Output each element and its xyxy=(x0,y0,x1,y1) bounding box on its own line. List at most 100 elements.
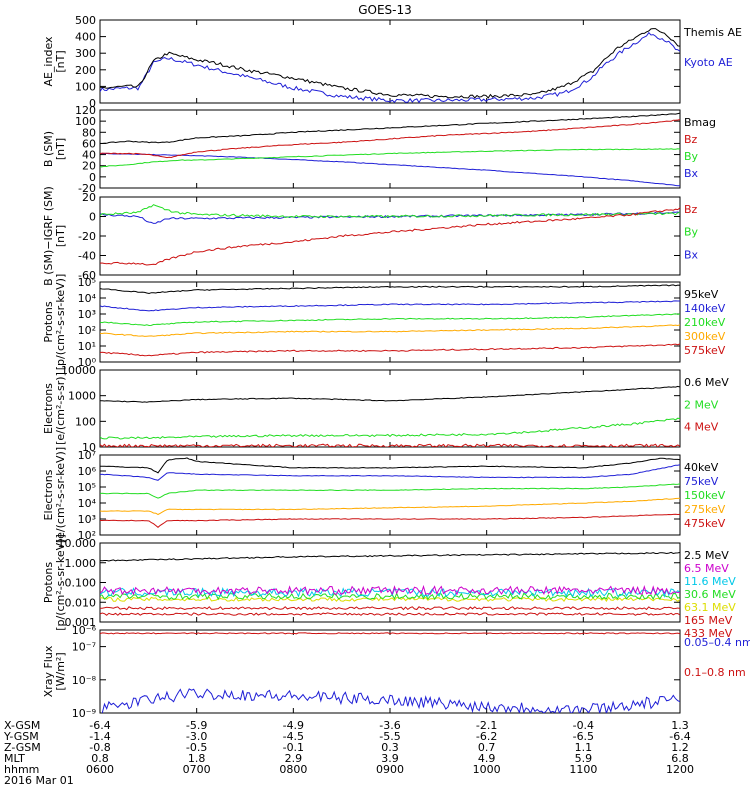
footer-value: 2.9 xyxy=(285,752,303,765)
panel-frame xyxy=(99,19,681,104)
footer-value: 1100 xyxy=(569,763,597,776)
series-line-6.5-MeV xyxy=(100,584,680,596)
y-tick-label: -20 xyxy=(78,230,96,243)
footer-value: 0.8 xyxy=(91,752,109,765)
y-axis-title: B (SM) xyxy=(42,131,55,167)
panel-xray: 10⁻⁹ 10⁻⁸ 10⁻⁷ 10⁻⁶ Xray Flux [W/m²] 0.05–0.4 … xyxy=(42,624,750,720)
y-axis-title: [nT] xyxy=(54,225,67,247)
legend-label: 30.6 MeV xyxy=(684,588,736,601)
y-tick-label: 100 xyxy=(75,80,96,93)
panel-ae: 0 100 200 300 400 500 AE_index [nT] Themis AE Kyo… xyxy=(42,14,742,110)
series-line-Themis-AE xyxy=(100,28,680,99)
footer-value: 1.8 xyxy=(188,752,206,765)
plot-title: GOES-13 xyxy=(358,3,412,17)
legend-label: 40keV xyxy=(684,461,719,474)
y-tick-label: 10⁷ xyxy=(78,449,96,462)
panel-bdiff: -60 -40 -20 0 20 B (SM)−IGRF (SM) [nT] Bz By Bx xyxy=(42,186,699,286)
footer-date: 2016 Mar 01 xyxy=(4,774,74,787)
series-line-30.6-MeV xyxy=(100,592,680,601)
panel-protons: 10⁰ 10¹ 10² 10³ 10⁴ 10⁵ Protons [p/(cm²-s-sr-ke… xyxy=(42,274,726,371)
series-line-63.1-MeV xyxy=(100,596,680,603)
footer-value: 6.8 xyxy=(671,752,689,765)
footer-value: -1.4 xyxy=(89,730,110,743)
y-tick-label: 1.000 xyxy=(65,557,97,570)
y-tick-label: 10⁻⁶ xyxy=(72,624,97,637)
y-tick-label: 10 xyxy=(82,441,96,454)
legend-label: By xyxy=(684,226,699,239)
legend-label: Bx xyxy=(684,248,699,261)
footer-value: 0800 xyxy=(279,763,307,776)
series-line-Bx xyxy=(100,152,680,187)
panel-frame xyxy=(99,369,681,448)
legend-label: Themis AE xyxy=(683,26,742,39)
y-axis-title: [nT] xyxy=(54,138,67,160)
y-tick-label: 0 xyxy=(89,211,96,224)
y-tick-label: 400 xyxy=(75,31,96,44)
y-tick-label: 100 xyxy=(75,115,96,128)
series-line-275keV xyxy=(100,497,680,516)
y-tick-label: 200 xyxy=(75,64,96,77)
y-tick-label: 10⁴ xyxy=(78,292,97,305)
footer-value: 1000 xyxy=(473,763,501,776)
series-line-By xyxy=(100,204,680,219)
y-axis-title: Protons xyxy=(42,301,55,342)
legend-label: 575keV xyxy=(684,344,726,357)
series-line-Bz xyxy=(100,119,680,159)
series-line-475keV xyxy=(100,513,680,528)
footer-row-label: Z-GSM xyxy=(4,741,41,754)
series-line-150keV xyxy=(100,483,680,499)
y-tick-label: 20 xyxy=(82,191,96,204)
y-tick-label: 0.100 xyxy=(65,577,97,590)
footer-value: 0.7 xyxy=(478,741,496,754)
series-line-575keV xyxy=(100,343,680,357)
series-line-Bz xyxy=(100,207,680,266)
y-tick-label: 300 xyxy=(75,47,96,60)
y-axis-title: Electrons xyxy=(42,383,55,434)
legend-label: 210keV xyxy=(684,316,726,329)
y-tick-label: 10¹ xyxy=(78,340,96,353)
panel-frame xyxy=(99,629,681,714)
y-tick-label: 10.000 xyxy=(58,537,97,550)
legend-label: Bz xyxy=(684,133,698,146)
footer-row-label: hhmm xyxy=(4,763,39,776)
series-line-4-MeV xyxy=(100,443,680,447)
y-axis-title: B (SM)−IGRF (SM) xyxy=(42,186,55,286)
legend-label: Bx xyxy=(684,167,699,180)
y-tick-label: 120 xyxy=(75,104,96,117)
legend-label: By xyxy=(684,150,699,163)
series-line-165-MeV xyxy=(100,606,680,611)
legend-label: 433 MeV xyxy=(684,627,733,640)
panel-frame xyxy=(99,196,681,276)
y-tick-label: 10⁵ xyxy=(78,481,96,494)
y-tick-label: 0 xyxy=(89,171,96,184)
series-line-0.05–0.4-nm xyxy=(101,688,680,713)
footer-value: -2.1 xyxy=(476,719,497,732)
y-axis-title: [nT] xyxy=(54,50,67,72)
y-axis-title: [p/(cm²-s-sr-keV)] xyxy=(54,534,67,631)
y-tick-label: 60 xyxy=(82,137,96,150)
y-tick-label: 100 xyxy=(75,415,96,428)
y-tick-label: 1000 xyxy=(68,390,96,403)
y-tick-label: 10³ xyxy=(78,513,96,526)
footer-value: 1.1 xyxy=(575,741,593,754)
footer-row-label: Y-GSM xyxy=(3,730,39,743)
footer-value: 0.3 xyxy=(381,741,399,754)
legend-label: 165 MeV xyxy=(684,614,733,627)
y-axis-title: [e/(cm²-s-sr)] xyxy=(54,372,67,445)
y-tick-label: 10⁰ xyxy=(78,356,97,369)
legend-label: 2 MeV xyxy=(684,398,719,411)
footer-value: 1.3 xyxy=(671,719,689,732)
legend-label: 63.1 MeV xyxy=(684,601,736,614)
y-tick-label: 10⁴ xyxy=(78,497,97,510)
y-axis-title: [e/(cm²-s-sr-keV)] xyxy=(54,447,67,543)
footer-value: -5.5 xyxy=(379,730,400,743)
y-tick-label: 10⁻⁸ xyxy=(72,674,97,687)
y-tick-label: -20 xyxy=(78,182,96,195)
series-line-2-MeV xyxy=(100,417,680,440)
y-axis-title: Electrons xyxy=(42,469,55,520)
series-line-75keV xyxy=(100,464,680,481)
